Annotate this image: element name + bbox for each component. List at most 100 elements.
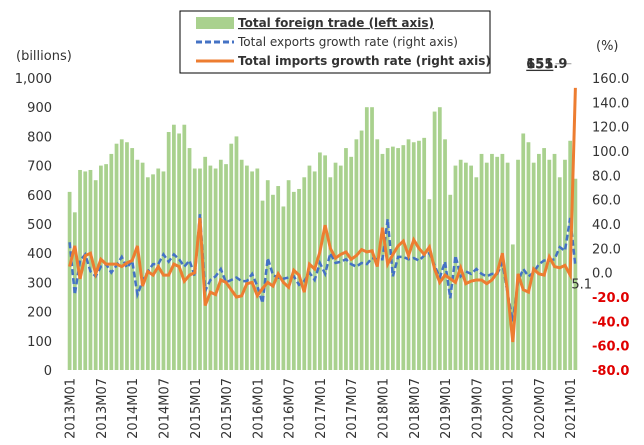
y2-tick-label: 20.0 (592, 242, 621, 257)
bar (187, 148, 192, 370)
bar (437, 107, 442, 370)
bar (239, 159, 244, 370)
bar (542, 148, 546, 370)
bar (364, 107, 369, 370)
x-tick-label: 2014M07 (157, 378, 172, 439)
x-tick-label: 2016M07 (283, 378, 298, 439)
bar (552, 153, 557, 370)
data-label: 655 (526, 58, 553, 73)
bar (104, 164, 108, 370)
bar (265, 180, 270, 370)
bar (417, 140, 421, 370)
bar (135, 159, 140, 370)
x-tick-label: 2017M07 (345, 378, 360, 439)
x-tick-label: 2016M01 (251, 378, 266, 439)
bar (291, 191, 296, 370)
bar (125, 142, 129, 370)
y-tick-label: 700 (27, 160, 52, 175)
bar (151, 174, 155, 370)
bar (516, 159, 520, 370)
y2-tick-label: 40.0 (592, 218, 621, 233)
y2-tick-label: 60.0 (592, 194, 621, 209)
y-tick-label: 300 (27, 276, 52, 291)
x-tick-label: 2020M01 (502, 378, 517, 439)
y2-tick-label: 0.0 (592, 267, 613, 282)
bar (213, 168, 218, 370)
y-tick-label: 800 (27, 130, 52, 145)
bar (328, 177, 333, 370)
legend-label: Total exports growth rate (right axis) (237, 35, 458, 49)
x-tick-label: 2019M07 (470, 378, 485, 439)
bar (338, 165, 343, 370)
y-tick-label: 0 (44, 364, 52, 379)
legend-label: Total foreign trade (left axis) (238, 16, 434, 30)
bar (469, 165, 473, 370)
data-label: 5.1 (571, 277, 592, 292)
x-tick-label: 2013M01 (64, 378, 79, 439)
bar (443, 139, 447, 370)
bar (505, 162, 510, 370)
bar (495, 156, 500, 370)
bar (208, 165, 213, 370)
bar (260, 200, 265, 370)
bar (250, 171, 254, 370)
bar (333, 162, 338, 370)
bar (286, 180, 291, 370)
y-tick-label: 1,000 (15, 72, 52, 87)
bar (224, 164, 228, 370)
bar (109, 153, 114, 370)
bar (172, 124, 176, 370)
y-tick-label: 600 (27, 189, 52, 204)
bar (161, 171, 166, 370)
bar (453, 165, 458, 370)
y-tick-label: 400 (27, 247, 52, 262)
bar (375, 139, 380, 370)
y2-tick-label: 140.0 (592, 96, 629, 111)
bar (573, 178, 578, 370)
bar (479, 153, 484, 370)
legend-box (179, 10, 491, 74)
y-tick-label: 900 (27, 101, 52, 116)
left-axis-label: (billions) (16, 49, 72, 64)
y-tick-label: 100 (27, 335, 52, 350)
x-tick-label: 2014M01 (126, 378, 141, 439)
bar (234, 136, 239, 370)
bar (432, 111, 437, 370)
x-tick-label: 2017M01 (314, 378, 329, 439)
bar (490, 153, 494, 370)
data-label: 151.9 (526, 57, 567, 72)
bar (510, 244, 515, 370)
y2-tick-label: -80.0 (592, 364, 629, 379)
y2-tick-label: -60.0 (592, 340, 629, 355)
bar (401, 145, 406, 370)
bar (380, 153, 385, 370)
bar (370, 107, 374, 370)
bar (448, 194, 453, 370)
bar (557, 177, 562, 370)
bar (255, 168, 260, 370)
bar (411, 142, 416, 370)
bar (526, 142, 531, 370)
bar (83, 171, 88, 370)
x-tick-label: 2021M01 (564, 378, 579, 439)
bar (521, 133, 526, 370)
bar (323, 155, 327, 370)
bar (182, 124, 187, 370)
bar (203, 156, 208, 370)
bar (537, 153, 541, 370)
legend-swatch (196, 17, 234, 29)
right-axis-label: (%) (596, 39, 619, 54)
x-tick-label: 2018M01 (376, 378, 391, 439)
bar (218, 159, 223, 370)
x-tick-label: 2015M07 (220, 378, 235, 439)
bar (391, 146, 395, 370)
y-tick-label: 200 (27, 306, 52, 321)
bar (302, 177, 307, 370)
bar (427, 199, 432, 370)
x-tick-label: 2018M07 (408, 378, 423, 439)
y2-tick-label: 160.0 (592, 72, 629, 87)
y2-tick-label: -40.0 (592, 315, 629, 330)
bar (464, 162, 468, 370)
bar (229, 143, 234, 370)
